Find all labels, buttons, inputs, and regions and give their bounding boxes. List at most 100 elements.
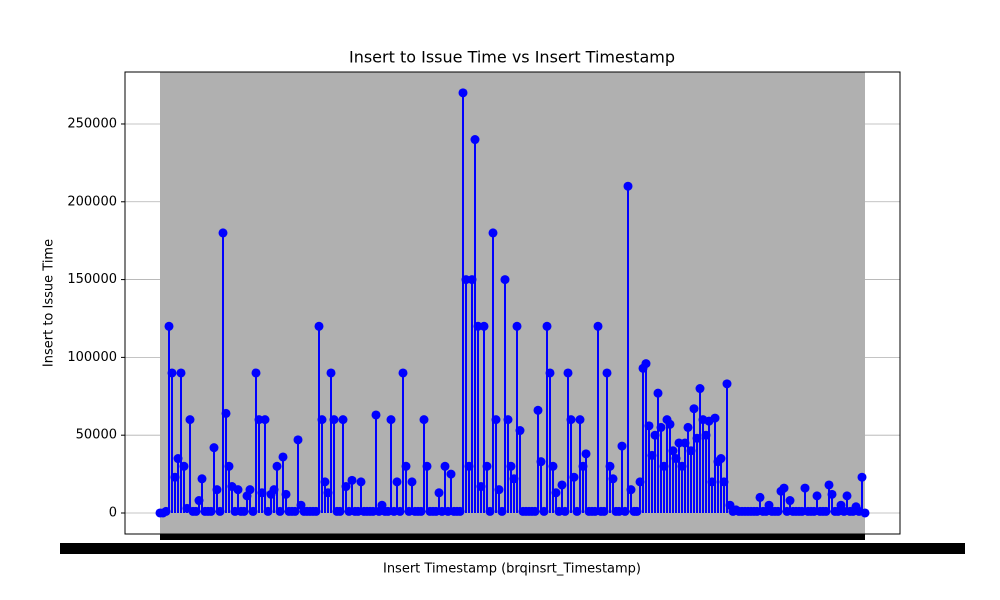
x-tick-band [160,534,865,540]
stem-marker [827,489,837,499]
stem-marker [386,415,396,425]
stem-marker [722,379,732,389]
stem-marker [581,449,591,459]
stem-marker [356,477,366,487]
stem-marker [608,474,618,484]
stem-marker [197,474,207,484]
stem-marker [209,443,219,453]
stem-marker [710,413,720,423]
stem-marker [272,461,282,471]
stem-marker [545,368,555,378]
stem-marker [569,472,579,482]
stem-marker [167,368,177,378]
stem-marker [812,491,822,501]
stem-marker [653,388,663,398]
stem-marker [605,461,615,471]
stem-marker [479,321,489,331]
chart-title: Insert to Issue Time vs Insert Timestamp [349,48,675,67]
stem-marker [689,404,699,414]
stem-marker [329,415,339,425]
stem-marker [755,492,765,502]
stem-marker [644,421,654,431]
stem-marker [347,475,357,485]
stem-marker [617,441,627,451]
x-axis-label: Insert Timestamp (brqinsrt_Timestamp) [383,562,641,577]
stem-marker [575,415,585,425]
stem-marker [392,477,402,487]
stem-marker [419,415,429,425]
stem-marker [320,477,330,487]
y-axis-label: Insert to Issue Time [42,239,57,367]
stem-marker [470,135,480,145]
stem-marker [179,461,189,471]
y-tick-label: 100000 [67,350,117,365]
stem-marker [251,368,261,378]
stem-marker [536,457,546,467]
stem-marker [626,485,636,495]
stem-marker [338,415,348,425]
stem-marker [563,368,573,378]
stem-marker [278,452,288,462]
stem-marker [434,488,444,498]
stem-marker [494,485,504,495]
stem-marker [164,321,174,331]
y-tick-label: 250000 [67,116,117,131]
stem-marker [602,368,612,378]
stem-marker [593,321,603,331]
stem-marker [641,359,651,369]
stem-marker [548,461,558,471]
stem-marker [860,508,870,518]
stem-marker [233,485,243,495]
stem-marker [656,422,666,432]
plot-layer [125,72,900,534]
stem-marker [341,482,351,492]
stem-marker [293,435,303,445]
stem-marker [566,415,576,425]
stem-marker [551,488,561,498]
stem-marker [422,461,432,471]
stem-marker [800,483,810,493]
stem-marker [317,415,327,425]
y-tick-label: 50000 [76,428,117,443]
stem-marker [533,405,543,415]
stem-marker [683,422,693,432]
stem-marker [857,472,867,482]
stem-marker [440,461,450,471]
stem-marker [785,496,795,506]
stem-marker [506,461,516,471]
stem-marker [212,485,222,495]
stem-marker [482,461,492,471]
stem-marker [488,228,498,238]
stem-marker [824,480,834,490]
stem-marker [716,454,726,464]
y-tick-label: 0 [109,505,117,520]
stem-marker [557,480,567,490]
stem-marker [218,228,228,238]
stem-marker [458,88,468,98]
x-tick-label-overlap [60,543,965,554]
stem-marker [512,321,522,331]
stem-marker [665,419,675,429]
stem-marker [500,275,510,285]
stem-marker [245,485,255,495]
stem-marker [326,368,336,378]
stem-marker [185,415,195,425]
stem-marker [260,415,270,425]
stem-marker [224,461,234,471]
stem-marker [281,489,291,499]
stem-marker [314,321,324,331]
stem-marker [503,415,513,425]
y-tick-label: 200000 [67,194,117,209]
stem-marker [176,368,186,378]
x-grid-band [160,72,865,534]
stem-marker [407,477,417,487]
stem-marker [842,491,852,501]
stem-marker [398,368,408,378]
stem-marker [623,181,633,191]
y-tick-label: 150000 [67,272,117,287]
stem-marker [401,461,411,471]
stem-marker [668,446,678,456]
stem-marker [446,469,456,479]
